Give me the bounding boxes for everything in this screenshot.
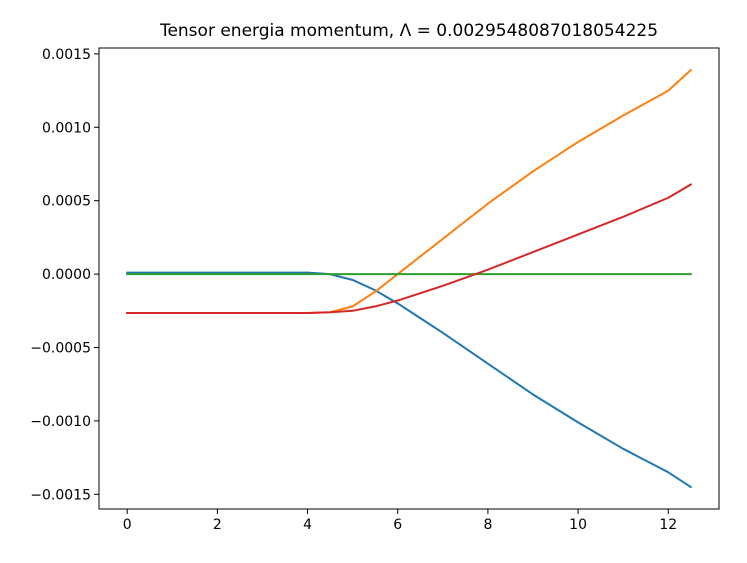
y-tick-label: 0.0000 — [42, 267, 91, 283]
series-line-1 — [126, 271, 693, 489]
y-tick-label: −0.0005 — [30, 341, 91, 357]
y-tick-label: −0.0010 — [30, 414, 91, 430]
series-line-2 — [126, 68, 693, 314]
x-tick-label: 2 — [213, 517, 222, 533]
y-tick-label: 0.0015 — [42, 47, 91, 63]
plot-lines — [126, 68, 693, 489]
y-tick-label: 0.0010 — [42, 120, 91, 136]
x-tick-label: 10 — [569, 517, 587, 533]
y-tick-label: 0.0005 — [42, 194, 91, 210]
x-tick-label: 0 — [123, 517, 132, 533]
x-tick-label: 12 — [659, 517, 677, 533]
axes: 0 2 4 6 8 10 12 −0.0015 −0.0010 −0.0005 0.0000 0.00… — [30, 47, 720, 533]
series-line-4 — [126, 183, 693, 314]
x-tick-label: 6 — [393, 517, 402, 533]
x-tick-label: 4 — [303, 517, 312, 533]
y-tick-label: −0.0015 — [30, 487, 91, 503]
x-tick-label: 8 — [483, 517, 492, 533]
chart-title: Tensor energia momentum, Λ = 0.002954808… — [159, 21, 658, 41]
axes-frame — [98, 47, 720, 510]
